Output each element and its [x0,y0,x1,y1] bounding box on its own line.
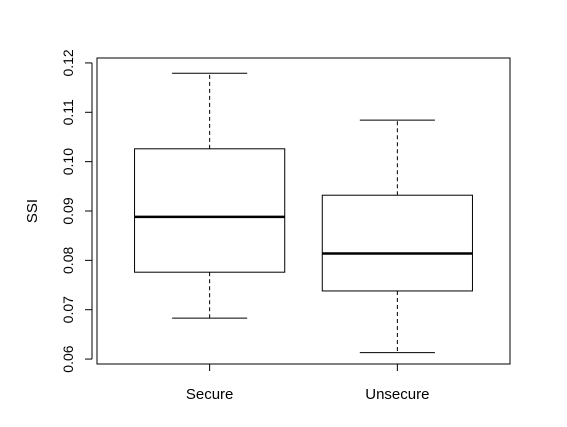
y-tick-label: 0.09 [60,197,76,224]
box-secure [134,72,286,319]
x-tick-label: Secure [186,386,234,403]
box-unsecure [321,119,473,354]
y-tick-label: 0.08 [60,247,76,274]
y-tick-label: 0.07 [60,296,76,323]
y-tick-label: 0.10 [60,148,76,175]
x-axis-ticks: Secure Unsecure [186,364,429,403]
y-tick-label: 0.11 [60,99,76,125]
y-tick-label: 0.06 [60,345,76,372]
box-series [134,72,473,354]
plot-frame [96,57,511,365]
y-axis-ticks: 0.06 0.07 0.08 0.09 0.10 0.11 0.12 [60,49,92,373]
x-tick-label: Unsecure [365,386,429,403]
box-iqr [321,194,473,292]
y-tick-label: 0.12 [60,49,76,76]
box-iqr [134,148,286,273]
y-axis-label: SSI [24,199,41,223]
